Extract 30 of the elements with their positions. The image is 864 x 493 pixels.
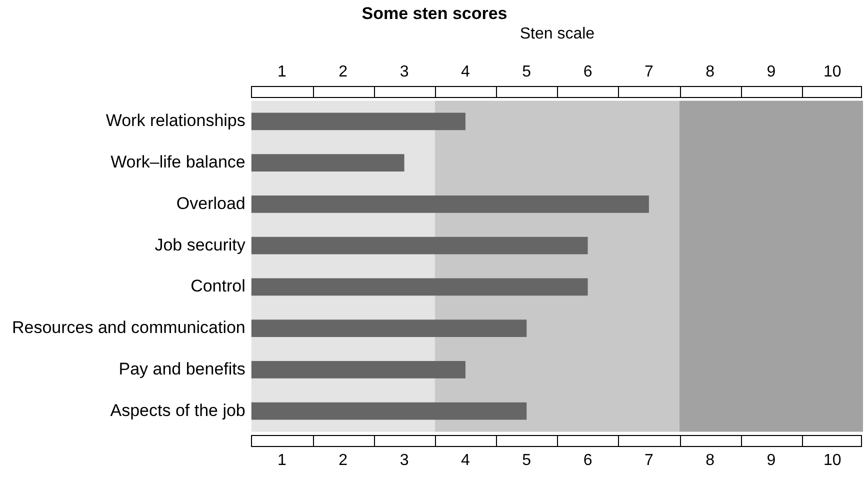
x2-axis-title: Sten scale [520, 25, 595, 42]
x-tick-label: 6 [583, 64, 592, 81]
x2-tick-label: 4 [461, 452, 470, 469]
x-tick-label: 3 [400, 64, 409, 81]
x-tick-label: 5 [522, 64, 532, 81]
y-tick-label: Aspects of the job [110, 400, 246, 420]
x2-tick-label: 7 [644, 452, 654, 469]
chart-title: Some sten scores [362, 4, 508, 23]
y-tick-label: Work–life balance [110, 152, 246, 172]
x2-tick-label: 9 [766, 452, 776, 469]
x2-tick-label: 3 [400, 452, 409, 469]
x-tick-label: 7 [644, 64, 654, 81]
y-tick-label: Work relationships [106, 111, 246, 130]
y-tick-label: Control [190, 276, 246, 296]
x2-tick-label: 8 [706, 452, 715, 469]
y-tick-label: Pay and benefits [118, 359, 246, 378]
x-tick-label: 10 [824, 64, 842, 81]
y-tick-label: Job security [154, 235, 246, 254]
x-tick-label: 8 [706, 64, 715, 81]
x-tick-label: 9 [766, 64, 776, 81]
y-tick-label: Overload [176, 194, 246, 213]
x2-tick-label: 10 [824, 452, 842, 469]
y-tick-label: Resources and communication [12, 318, 246, 338]
x2-tick-label: 5 [522, 452, 532, 469]
x-tick-label: 4 [461, 64, 470, 81]
x2-tick-label: 6 [583, 452, 592, 469]
x2-tick-label: 1 [278, 452, 287, 469]
x-tick-label: 2 [338, 64, 348, 81]
x2-tick-label: 2 [338, 452, 348, 469]
x-tick-label: 1 [278, 64, 287, 81]
